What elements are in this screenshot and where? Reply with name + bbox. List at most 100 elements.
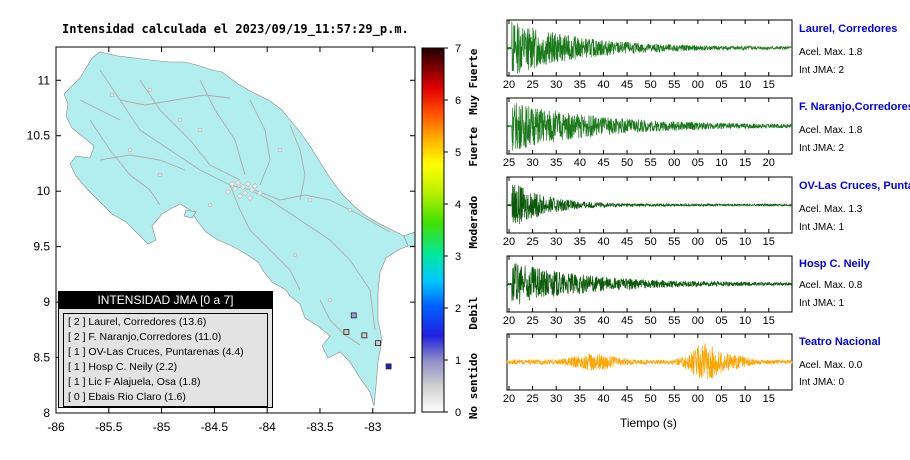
time-tick-label: 10 (739, 79, 751, 91)
station-acel: Acel. Max. 1.3 (799, 204, 863, 215)
time-tick-label: 00 (668, 157, 680, 169)
time-tick-label: 00 (692, 393, 704, 405)
time-tick-label: 50 (621, 157, 633, 169)
time-tick-label: 30 (550, 315, 562, 327)
map-y-tick-label: 10 (37, 184, 51, 198)
time-tick-label: 55 (668, 236, 680, 248)
land-nicoya-island (183, 209, 197, 219)
map-y-tick-label: 10.5 (27, 129, 51, 143)
time-tick-label: 35 (550, 157, 562, 169)
map-y-tick-label: 9.5 (33, 240, 50, 254)
map-x-tick-label: -85.5 (95, 420, 123, 434)
station-marker (385, 363, 392, 370)
time-tick-label: 10 (739, 315, 751, 327)
time-tick-label: 15 (739, 157, 751, 169)
map-y-tick-label: 8.5 (33, 351, 50, 365)
map-x-tick-label: -83.5 (306, 420, 334, 434)
legend-entry: [ 1 ] Hosp C. Neily (2.2) (68, 361, 178, 373)
intensity-category-label: Debil (467, 297, 480, 330)
time-tick-label: 40 (597, 236, 609, 248)
station-int: Int JMA: 2 (799, 143, 845, 154)
time-tick-label: 35 (574, 393, 586, 405)
colorbar-tick-label: 0 (455, 407, 461, 419)
map-x-tick-label: -84 (259, 420, 277, 434)
time-tick-label: 05 (715, 236, 727, 248)
time-tick-label: 15 (763, 79, 775, 91)
seismogram-panel: 25 30 35 40 45 50 55 00 05 10 15 20 (503, 97, 793, 169)
time-tick-label: 25 (526, 315, 538, 327)
time-tick-label: 15 (763, 393, 775, 405)
station-name: Teatro Nacional (799, 336, 881, 348)
time-tick-label: 15 (763, 315, 775, 327)
map-x-tick-label: -86 (47, 420, 65, 434)
station-acel: Acel. Max. 1.8 (799, 125, 863, 136)
map-x-tick-label: -84.5 (201, 420, 229, 434)
time-tick-label: 50 (645, 79, 657, 91)
seismogram-panels: 20 25 30 35 40 45 50 55 00 05 10 15 25 30 35 40 45 50 55 00… (503, 19, 793, 405)
time-tick-label: 00 (692, 79, 704, 91)
time-tick-label: 05 (715, 79, 727, 91)
station-name: Hosp C. Neily (799, 258, 870, 270)
time-tick-label: 30 (550, 79, 562, 91)
time-tick-label: 50 (645, 393, 657, 405)
map-y-tick-label: 9 (43, 295, 50, 309)
map-title: Intensidad calculada el 2023/09/19_11:57… (62, 22, 409, 36)
station-int: Int JMA: 2 (799, 65, 845, 76)
time-tick-label: 45 (597, 157, 609, 169)
time-axis-label: Tiempo (s) (620, 416, 677, 430)
time-tick-label: 35 (574, 79, 586, 91)
town-markers (109, 87, 353, 303)
time-tick-label: 45 (621, 236, 633, 248)
waveform-trace (506, 21, 793, 74)
time-tick-label: 05 (715, 393, 727, 405)
legend-title: INTENSIDAD JMA [0 a 7] (59, 292, 272, 309)
map-y-tick-label: 11 (38, 73, 51, 87)
legend-entry: [ 1 ] OV-Las Cruces, Puntarenas (4.4) (68, 346, 244, 358)
waveform-trace (506, 263, 793, 305)
map-x-tick-label: -83 (364, 420, 382, 434)
colorbar-tick-label: 5 (455, 147, 461, 159)
time-tick-label: 30 (550, 236, 562, 248)
time-tick-label: 50 (645, 236, 657, 248)
colorbar-tick-label: 6 (455, 95, 461, 107)
time-tick-label: 05 (692, 157, 704, 169)
time-tick-label: 55 (668, 393, 680, 405)
time-tick-label: 20 (763, 157, 775, 169)
colorbar-tick-label: 4 (455, 199, 461, 211)
time-tick-label: 25 (503, 157, 515, 169)
time-tick-label: 45 (621, 79, 633, 91)
legend-entry: [ 2 ] Laurel, Corredores (13.6) (68, 316, 207, 328)
time-tick-label: 40 (597, 315, 609, 327)
colorbar-tick-label: 2 (455, 303, 461, 315)
intensity-colorbar (421, 47, 445, 413)
station-int: Int JMA: 1 (799, 222, 845, 233)
colorbar-tick-label: 1 (455, 355, 461, 367)
station-marker (361, 332, 368, 339)
legend-list: [ 2 ] Laurel, Corredores (13.6) [ 2 ] F.… (63, 313, 268, 407)
land-costa-rica (63, 51, 411, 407)
legend-entry: [ 1 ] Lic F Alajuela, Osa (1.8) (68, 376, 201, 388)
colorbar-axes: 0 1 2 3 4 5 6 7 No sentido Debil Moderado Fuerte Muy… (444, 43, 480, 419)
time-tick-label: 15 (763, 236, 775, 248)
station-int: Int JMA: 1 (799, 298, 845, 309)
station-name: OV-Las Cruces, Puntar (799, 180, 910, 192)
station-acel: Acel. Max. 1.8 (799, 47, 863, 58)
colorbar-tick-label: 3 (455, 251, 461, 263)
map-x-tick-label: -85 (153, 420, 171, 434)
station-acel: Acel. Max. 0.8 (799, 280, 863, 291)
time-tick-label: 40 (597, 393, 609, 405)
map-frame (55, 46, 416, 414)
map-land-group (63, 51, 415, 407)
time-tick-label: 35 (574, 315, 586, 327)
time-tick-label: 10 (715, 157, 727, 169)
station-marker (375, 340, 381, 347)
time-tick-label: 20 (503, 79, 515, 91)
intensity-legend: INTENSIDAD JMA [0 a 7] [ 2 ] Laurel, Cor… (58, 291, 273, 408)
land-caribbean-panama (403, 231, 415, 247)
seismogram-panel: 20 25 30 35 40 45 50 55 00 05 10 15 (503, 333, 793, 405)
colorbar-tick-label: 7 (455, 43, 461, 55)
station-int: Int JMA: 0 (799, 377, 845, 388)
intensity-category-label: No sentido (467, 353, 480, 420)
time-tick-label: 40 (574, 157, 586, 169)
